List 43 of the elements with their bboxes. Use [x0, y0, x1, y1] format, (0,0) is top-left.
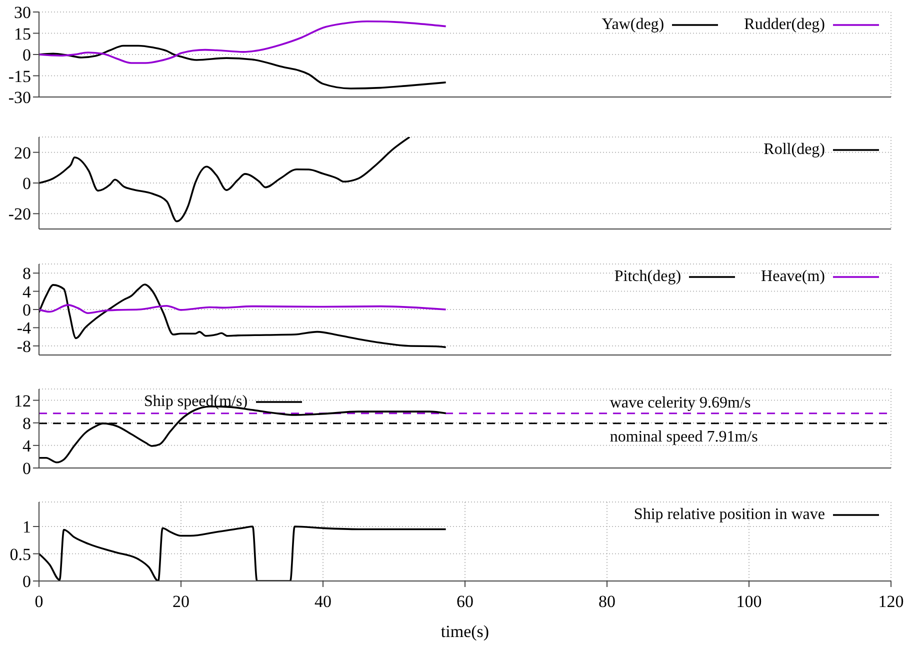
y-tick-label: -20 [8, 204, 31, 224]
y-tick-label: 0 [22, 300, 31, 320]
legend-label: Rudder(deg) [744, 16, 825, 34]
y-tick-label: 8 [22, 264, 31, 284]
line-series [39, 304, 447, 314]
line-series [39, 137, 411, 222]
ref-line-label: nominal speed 7.91m/s [610, 428, 758, 446]
legend-label: Yaw(deg) [602, 16, 664, 34]
y-tick-label: 0 [22, 46, 31, 65]
x-tick-label: 40 [314, 592, 332, 612]
y-tick-label: -30 [8, 88, 31, 108]
y-tick-label: -15 [8, 66, 31, 86]
x-tick-label: 80 [598, 592, 616, 612]
y-tick-label: 0 [22, 572, 31, 592]
x-tick-label: 60 [456, 592, 474, 612]
y-tick-label: 8 [22, 414, 31, 433]
legend-label: Roll(deg) [764, 141, 825, 159]
y-tick-label: 12 [14, 391, 31, 410]
x-tick-label: 20 [172, 592, 190, 612]
legend-label: Ship relative position in wave [634, 506, 825, 524]
ref-line-label: wave celerity 9.69m/s [610, 394, 751, 412]
legend-label: Heave(m) [761, 268, 825, 286]
y-tick-label: 20 [14, 143, 31, 162]
y-tick-label: 0.5 [10, 544, 31, 564]
y-tick-label: 30 [14, 3, 31, 22]
y-tick-label: 15 [14, 24, 31, 44]
line-series [39, 44, 447, 90]
y-tick-label: 4 [22, 282, 32, 302]
x-tick-label: 0 [34, 592, 44, 612]
x-axis-title: time(s) [440, 622, 490, 641]
legend-label: Pitch(deg) [614, 268, 682, 286]
x-tick-label: 120 [878, 592, 904, 612]
line-series [39, 526, 447, 581]
y-tick-label: -8 [16, 336, 31, 356]
line-series [39, 20, 447, 64]
y-tick-label: 4 [22, 436, 32, 456]
y-tick-label: 1 [22, 518, 31, 537]
legend-label: Ship speed(m/s) [144, 393, 248, 411]
y-tick-label: 0 [22, 174, 31, 194]
y-tick-label: -4 [16, 318, 32, 338]
line-series [39, 284, 447, 348]
y-tick-label: 0 [22, 459, 31, 478]
x-tick-label: 100 [736, 592, 762, 612]
